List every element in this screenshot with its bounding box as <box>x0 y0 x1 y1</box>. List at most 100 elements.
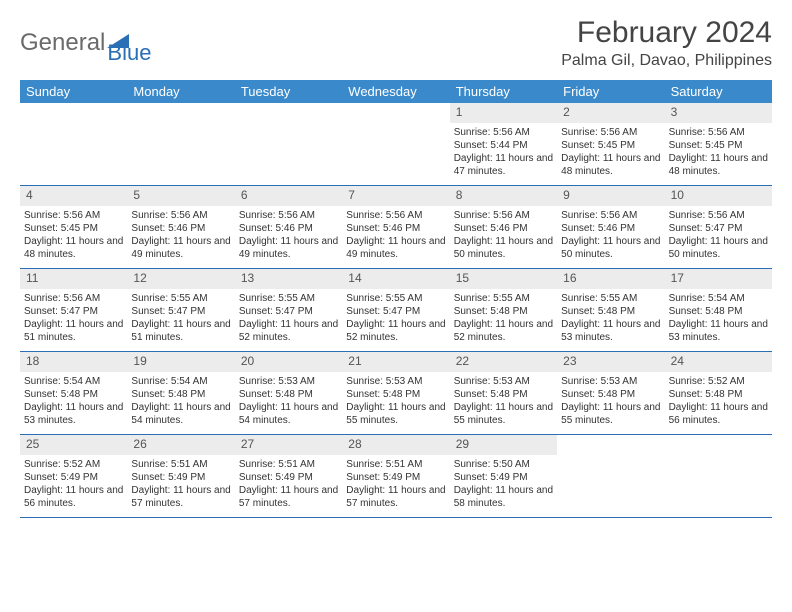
sunrise-line: Sunrise: 5:56 AM <box>346 209 445 222</box>
day-cell: 5Sunrise: 5:56 AMSunset: 5:46 PMDaylight… <box>127 186 234 268</box>
day-number <box>20 103 127 121</box>
day-cell <box>20 103 127 185</box>
day-cell: 27Sunrise: 5:51 AMSunset: 5:49 PMDayligh… <box>235 435 342 517</box>
sunrise-line: Sunrise: 5:55 AM <box>561 292 660 305</box>
day-cell: 4Sunrise: 5:56 AMSunset: 5:45 PMDaylight… <box>20 186 127 268</box>
sunset-line: Sunset: 5:48 PM <box>669 305 768 318</box>
day-number <box>665 435 772 453</box>
sunset-line: Sunset: 5:47 PM <box>669 222 768 235</box>
sunrise-line: Sunrise: 5:54 AM <box>24 375 123 388</box>
sunrise-line: Sunrise: 5:56 AM <box>24 292 123 305</box>
sunrise-line: Sunrise: 5:55 AM <box>454 292 553 305</box>
day-cell: 2Sunrise: 5:56 AMSunset: 5:45 PMDaylight… <box>557 103 664 185</box>
day-header-cell: Sunday <box>20 80 127 103</box>
day-number: 3 <box>665 103 772 123</box>
sunset-line: Sunset: 5:48 PM <box>669 388 768 401</box>
day-number: 21 <box>342 352 449 372</box>
day-number: 5 <box>127 186 234 206</box>
daylight-line: Daylight: 11 hours and 55 minutes. <box>346 401 445 427</box>
daylight-line: Daylight: 11 hours and 51 minutes. <box>24 318 123 344</box>
day-cell: 29Sunrise: 5:50 AMSunset: 5:49 PMDayligh… <box>450 435 557 517</box>
daylight-line: Daylight: 11 hours and 49 minutes. <box>239 235 338 261</box>
sunrise-line: Sunrise: 5:55 AM <box>131 292 230 305</box>
day-cell: 15Sunrise: 5:55 AMSunset: 5:48 PMDayligh… <box>450 269 557 351</box>
day-cell: 24 Sunrise: 5:52 AMSunset: 5:48 PMDayligh… <box>665 352 772 434</box>
day-cell <box>665 435 772 517</box>
daylight-line: Daylight: 11 hours and 50 minutes. <box>669 235 768 261</box>
sunset-line: Sunset: 5:46 PM <box>561 222 660 235</box>
day-cell: 21Sunrise: 5:53 AMSunset: 5:48 PMDayligh… <box>342 352 449 434</box>
sunset-line: Sunset: 5:49 PM <box>131 471 230 484</box>
day-header-row: SundayMondayTuesdayWednesdayThursdayFrid… <box>20 80 772 103</box>
sunset-line: Sunset: 5:45 PM <box>561 139 660 152</box>
week-row: 4Sunrise: 5:56 AMSunset: 5:45 PMDaylight… <box>20 186 772 269</box>
day-header-cell: Saturday <box>665 80 772 103</box>
day-header-cell: Thursday <box>450 80 557 103</box>
day-number: 4 <box>20 186 127 206</box>
sunset-line: Sunset: 5:49 PM <box>346 471 445 484</box>
sunrise-line: Sunrise: 5:56 AM <box>24 209 123 222</box>
daylight-line: Daylight: 11 hours and 58 minutes. <box>454 484 553 510</box>
sunset-line: Sunset: 5:48 PM <box>346 388 445 401</box>
sunset-line: Sunset: 5:48 PM <box>454 305 553 318</box>
logo-text-1: General <box>20 29 105 57</box>
sunrise-line: Sunrise: 5:51 AM <box>239 458 338 471</box>
sunset-line: Sunset: 5:46 PM <box>131 222 230 235</box>
month-title: February 2024 <box>561 16 772 50</box>
day-number: 28 <box>342 435 449 455</box>
day-number: 22 <box>450 352 557 372</box>
day-number: 15 <box>450 269 557 289</box>
daylight-line: Daylight: 11 hours and 52 minutes. <box>346 318 445 344</box>
sunset-line: Sunset: 5:49 PM <box>24 471 123 484</box>
week-row: 18Sunrise: 5:54 AMSunset: 5:48 PMDayligh… <box>20 352 772 435</box>
day-cell: 20Sunrise: 5:53 AMSunset: 5:48 PMDayligh… <box>235 352 342 434</box>
daylight-line: Daylight: 11 hours and 56 minutes. <box>24 484 123 510</box>
day-number: 6 <box>235 186 342 206</box>
day-cell: 3Sunrise: 5:56 AMSunset: 5:45 PMDaylight… <box>665 103 772 185</box>
daylight-line: Daylight: 11 hours and 49 minutes. <box>131 235 230 261</box>
sunset-line: Sunset: 5:48 PM <box>561 305 660 318</box>
day-number: 24 <box>665 352 772 372</box>
sunset-line: Sunset: 5:48 PM <box>561 388 660 401</box>
day-number: 17 <box>665 269 772 289</box>
day-number: 29 <box>450 435 557 455</box>
sunset-line: Sunset: 5:48 PM <box>454 388 553 401</box>
sunrise-line: Sunrise: 5:56 AM <box>669 126 768 139</box>
day-number: 9 <box>557 186 664 206</box>
daylight-line: Daylight: 11 hours and 54 minutes. <box>239 401 338 427</box>
sunrise-line: Sunrise: 5:56 AM <box>669 209 768 222</box>
day-cell: 23Sunrise: 5:53 AMSunset: 5:48 PMDayligh… <box>557 352 664 434</box>
day-number <box>342 103 449 121</box>
daylight-line: Daylight: 11 hours and 47 minutes. <box>454 152 553 178</box>
sunrise-line: Sunrise: 5:56 AM <box>454 126 553 139</box>
day-cell: 16Sunrise: 5:55 AMSunset: 5:48 PMDayligh… <box>557 269 664 351</box>
sunrise-line: Sunrise: 5:52 AM <box>669 375 768 388</box>
sunrise-line: Sunrise: 5:52 AM <box>24 458 123 471</box>
daylight-line: Daylight: 11 hours and 55 minutes. <box>561 401 660 427</box>
sunrise-line: Sunrise: 5:56 AM <box>239 209 338 222</box>
day-cell: 11Sunrise: 5:56 AMSunset: 5:47 PMDayligh… <box>20 269 127 351</box>
sunrise-line: Sunrise: 5:56 AM <box>454 209 553 222</box>
daylight-line: Daylight: 11 hours and 51 minutes. <box>131 318 230 344</box>
day-header-cell: Monday <box>127 80 234 103</box>
sunrise-line: Sunrise: 5:53 AM <box>561 375 660 388</box>
week-row: 1Sunrise: 5:56 AMSunset: 5:44 PMDaylight… <box>20 103 772 186</box>
daylight-line: Daylight: 11 hours and 57 minutes. <box>131 484 230 510</box>
day-cell: 26Sunrise: 5:51 AMSunset: 5:49 PMDayligh… <box>127 435 234 517</box>
day-number: 27 <box>235 435 342 455</box>
day-number: 18 <box>20 352 127 372</box>
calendar: SundayMondayTuesdayWednesdayThursdayFrid… <box>20 80 772 518</box>
sunrise-line: Sunrise: 5:53 AM <box>454 375 553 388</box>
sunset-line: Sunset: 5:46 PM <box>454 222 553 235</box>
day-header-cell: Tuesday <box>235 80 342 103</box>
sunrise-line: Sunrise: 5:55 AM <box>239 292 338 305</box>
sunrise-line: Sunrise: 5:50 AM <box>454 458 553 471</box>
daylight-line: Daylight: 11 hours and 56 minutes. <box>669 401 768 427</box>
sunset-line: Sunset: 5:48 PM <box>24 388 123 401</box>
logo: General Blue <box>20 20 151 66</box>
daylight-line: Daylight: 11 hours and 50 minutes. <box>561 235 660 261</box>
daylight-line: Daylight: 11 hours and 55 minutes. <box>454 401 553 427</box>
day-number <box>235 103 342 121</box>
daylight-line: Daylight: 11 hours and 57 minutes. <box>346 484 445 510</box>
title-block: February 2024 Palma Gil, Davao, Philippi… <box>561 16 772 70</box>
